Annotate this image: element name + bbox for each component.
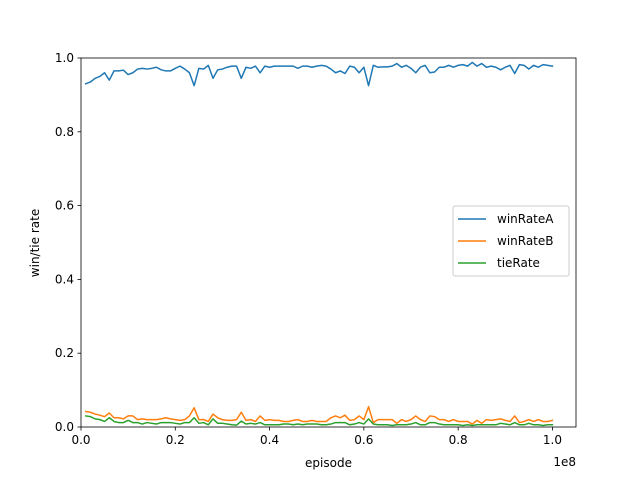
plot-frame bbox=[80, 57, 577, 428]
series-line-winRateB bbox=[84, 405, 554, 425]
y-tick-label: 1.0 bbox=[55, 51, 74, 65]
y-tick-label: 0.4 bbox=[55, 272, 74, 286]
x-tick-label: 1.0 bbox=[543, 433, 562, 447]
x-tick-label: 0.8 bbox=[449, 433, 468, 447]
series-line-tieRate bbox=[84, 415, 554, 427]
y-axis-label: win/tie rate bbox=[28, 209, 42, 277]
legend-label-winRateA: winRateA bbox=[497, 212, 554, 226]
x-tick-label: 0.0 bbox=[71, 433, 90, 447]
axes: 0.0 0.2 0.4 0.6 0.8 1.0 0.0 0.2 0.4 0.6 0.8 1.0 bbox=[55, 51, 577, 447]
series-line-winRateA bbox=[84, 61, 554, 87]
x-tick-label: 0.4 bbox=[260, 433, 279, 447]
legend-box bbox=[452, 205, 570, 277]
y-tick-label: 0.2 bbox=[55, 346, 74, 360]
x-tick-label: 0.6 bbox=[354, 433, 373, 447]
x-axis-scale-label: 1e8 bbox=[553, 455, 576, 469]
x-tick-label: 0.2 bbox=[166, 433, 185, 447]
legend-label-tieRate: tieRate bbox=[497, 256, 540, 270]
legend-label-winRateB: winRateB bbox=[497, 234, 554, 248]
y-tick-label: 0.8 bbox=[55, 125, 74, 139]
plot-lines bbox=[84, 61, 554, 427]
y-tick-label: 0.0 bbox=[55, 420, 74, 434]
y-tick-label: 0.6 bbox=[55, 199, 74, 213]
x-axis-label: episode bbox=[305, 456, 352, 470]
legend: winRateA winRateB tieRate bbox=[452, 205, 570, 277]
